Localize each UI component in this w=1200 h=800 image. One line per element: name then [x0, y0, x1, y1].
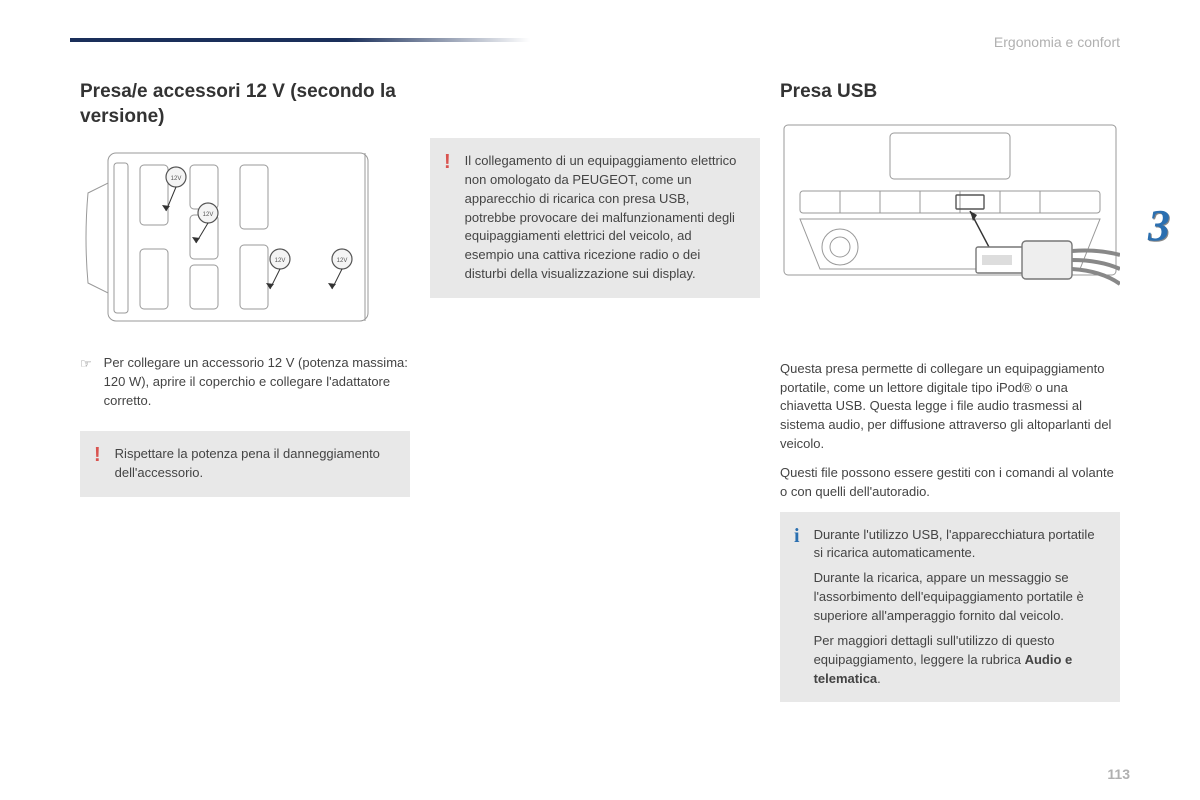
- section-number: 3: [1148, 200, 1170, 251]
- info-box-usb: i Durante l'utilizzo USB, l'apparecchiat…: [780, 512, 1120, 703]
- figure-vehicle-top: 12V 12V 12V 12V: [80, 143, 410, 338]
- info-line-1: Durante l'utilizzo USB, l'apparecchiatur…: [814, 526, 1104, 564]
- usb-para-1: Questa presa permette di collegare un eq…: [780, 360, 1120, 454]
- socket-label-2: 12V: [203, 212, 214, 218]
- pointer-icon: ☞: [80, 355, 92, 374]
- info-line-2: Durante la ricarica, appare un messaggio…: [814, 569, 1104, 626]
- info-icon: i: [794, 526, 800, 546]
- bullet-12v: ☞ Per collegare un accessorio 12 V (pote…: [80, 354, 410, 411]
- socket-label-3: 12V: [275, 258, 286, 264]
- info-content: Durante l'utilizzo USB, l'apparecchiatur…: [814, 526, 1104, 689]
- breadcrumb: Ergonomia e confort: [994, 34, 1120, 50]
- figure-usb-dashboard: [780, 119, 1120, 344]
- usb-diagram: [780, 119, 1120, 339]
- usb-para-2: Questi file possono essere gestiti con i…: [780, 464, 1120, 502]
- warning-icon: !: [94, 445, 101, 465]
- socket-label-1: 12V: [171, 176, 182, 182]
- vehicle-diagram: 12V 12V 12V 12V: [80, 143, 390, 333]
- warning-text: Rispettare la potenza pena il danneggiam…: [115, 445, 394, 483]
- heading-usb: Presa USB: [780, 80, 1120, 105]
- heading-12v: Presa/e accessori 12 V (secondo la versi…: [80, 80, 410, 129]
- header-rule: [70, 38, 530, 42]
- page-number: 113: [1107, 766, 1130, 782]
- column-2: ! Il collegamento di un equipaggiamento …: [430, 80, 760, 718]
- warning-icon: !: [444, 152, 451, 172]
- socket-label-4: 12V: [337, 258, 348, 264]
- column-1: Presa/e accessori 12 V (secondo la versi…: [80, 80, 410, 718]
- warning-box-equipment: ! Il collegamento di un equipaggiamento …: [430, 138, 760, 298]
- column-3: Presa USB: [780, 80, 1120, 718]
- warning-box-power: ! Rispettare la potenza pena il danneggi…: [80, 431, 410, 497]
- warning-text: Il collegamento di un equipaggiamento el…: [465, 152, 744, 284]
- bullet-text: Per collegare un accessorio 12 V (potenz…: [104, 354, 410, 411]
- info-line-3: Per maggiori dettagli sull'utilizzo di q…: [814, 632, 1104, 689]
